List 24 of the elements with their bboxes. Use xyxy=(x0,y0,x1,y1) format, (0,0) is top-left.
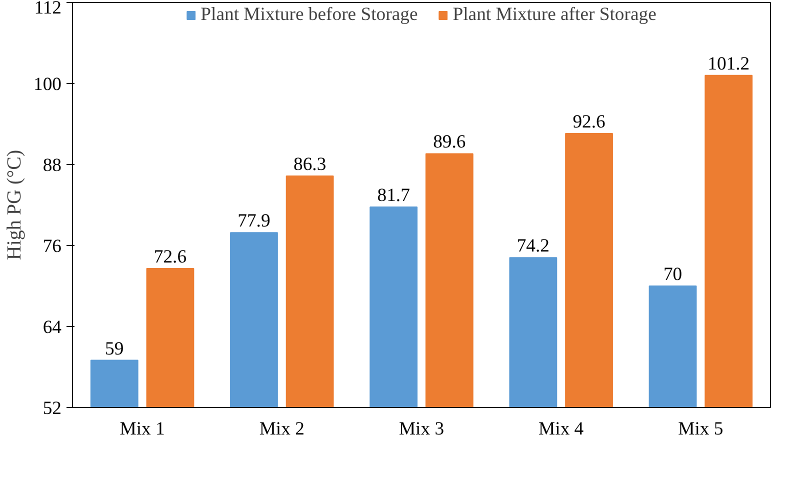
y-tick-label: 64 xyxy=(42,317,62,338)
data-label: 81.7 xyxy=(377,185,410,206)
data-label: 92.6 xyxy=(572,111,606,132)
x-tick-label: Mix 1 xyxy=(120,418,165,440)
legend-label: Plant Mixture after Storage xyxy=(452,4,656,26)
y-tick-label: 76 xyxy=(42,236,62,257)
x-tick-label: Mix 4 xyxy=(538,418,584,440)
y-tick-label: 52 xyxy=(42,398,62,419)
data-label: 74.2 xyxy=(516,236,550,257)
legend-label: Plant Mixture before Storage xyxy=(200,4,418,26)
y-axis-title: High PG (°C) xyxy=(4,150,26,260)
data-label: 101.2 xyxy=(708,53,750,74)
x-tick-label: Mix 2 xyxy=(259,418,304,440)
data-label: 59 xyxy=(105,338,124,360)
data-label: 72.6 xyxy=(154,246,187,268)
y-tick-label: 88 xyxy=(42,155,62,176)
x-tick-label: Mix 5 xyxy=(678,418,724,440)
y-tick-label: 100 xyxy=(34,74,62,95)
y-tick-label: 112 xyxy=(34,0,62,18)
data-label: 77.9 xyxy=(238,210,270,232)
data-label: 86.3 xyxy=(293,154,326,175)
x-tick-label: Mix 3 xyxy=(398,418,444,440)
data-label: 89.6 xyxy=(433,132,466,153)
data-label: 70 xyxy=(663,264,682,285)
